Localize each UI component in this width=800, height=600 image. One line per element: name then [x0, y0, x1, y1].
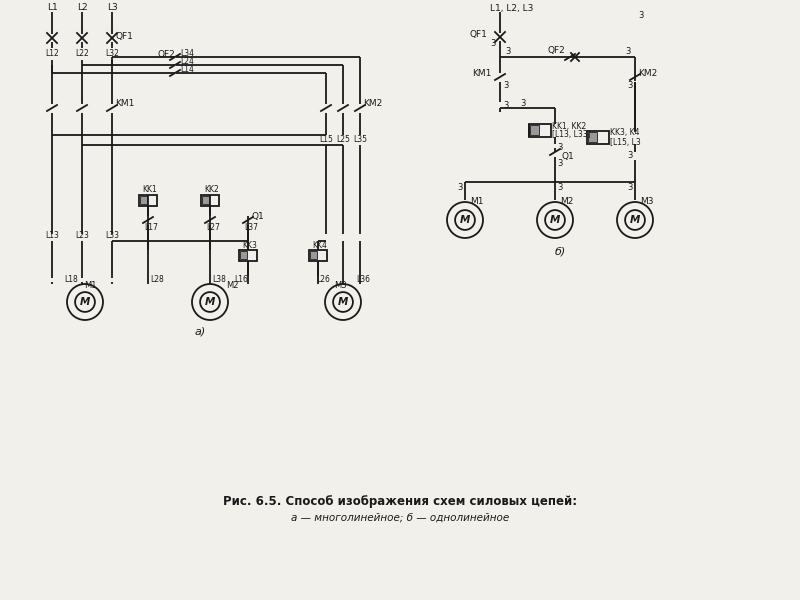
Bar — [309, 250, 327, 260]
Text: L25: L25 — [336, 134, 350, 143]
Text: 3: 3 — [627, 151, 632, 160]
Text: L36: L36 — [356, 275, 370, 284]
Text: L35: L35 — [353, 134, 367, 143]
Text: L33: L33 — [105, 232, 119, 241]
Text: [L15, L3: [L15, L3 — [610, 137, 641, 146]
Text: L13: L13 — [45, 232, 59, 241]
Bar — [530, 125, 539, 135]
Text: M: M — [80, 297, 90, 307]
Text: 3: 3 — [520, 98, 526, 107]
Bar — [529, 124, 551, 136]
Text: 3: 3 — [557, 184, 562, 193]
Text: 3: 3 — [625, 47, 630, 56]
Text: 3: 3 — [503, 101, 508, 110]
Bar — [588, 132, 597, 142]
Text: KK3, K4: KK3, K4 — [610, 128, 639, 137]
Text: 3: 3 — [627, 80, 632, 89]
Text: M3: M3 — [640, 197, 654, 206]
Text: L27: L27 — [206, 223, 220, 232]
Text: б): б) — [554, 247, 566, 257]
Text: L38: L38 — [212, 275, 226, 284]
Text: L14: L14 — [180, 64, 194, 73]
Text: M: M — [630, 215, 640, 225]
Text: M: M — [460, 215, 470, 225]
Text: QF2: QF2 — [548, 46, 566, 55]
Text: M1: M1 — [84, 281, 97, 290]
Text: Q1: Q1 — [561, 151, 574, 160]
Text: M3: M3 — [334, 281, 346, 290]
Text: 3: 3 — [505, 47, 510, 56]
Text: M: M — [550, 215, 560, 225]
Text: L24: L24 — [180, 56, 194, 65]
Bar — [202, 196, 209, 204]
Text: а — многолинейное; б — однолинейное: а — многолинейное; б — однолинейное — [291, 513, 509, 523]
Text: KM2: KM2 — [363, 100, 382, 109]
Bar — [239, 250, 257, 260]
Text: L17: L17 — [144, 223, 158, 232]
Text: L22: L22 — [75, 49, 89, 58]
Text: QF1: QF1 — [116, 31, 134, 40]
Text: L1, L2, L3: L1, L2, L3 — [490, 4, 534, 13]
Bar — [139, 194, 157, 205]
Text: L23: L23 — [75, 232, 89, 241]
Text: 3: 3 — [503, 80, 508, 89]
Text: L15: L15 — [319, 134, 333, 143]
Text: 3: 3 — [490, 38, 495, 47]
Text: Q1: Q1 — [252, 211, 265, 220]
Text: KM1: KM1 — [115, 100, 134, 109]
Text: 3: 3 — [557, 160, 562, 169]
Text: 3: 3 — [557, 142, 562, 151]
Text: 3: 3 — [638, 10, 643, 19]
Bar — [201, 194, 219, 205]
Bar — [587, 130, 609, 143]
Text: L32: L32 — [105, 49, 119, 58]
Text: KK1, KK2: KK1, KK2 — [552, 121, 586, 130]
Text: L37: L37 — [244, 223, 258, 232]
Text: 3: 3 — [627, 184, 632, 193]
Text: L26: L26 — [316, 275, 330, 284]
Text: QF1: QF1 — [470, 31, 488, 40]
Text: KM1: KM1 — [472, 68, 491, 77]
Text: 3: 3 — [457, 184, 462, 193]
Text: KK2: KK2 — [204, 185, 218, 194]
Text: M2: M2 — [560, 197, 574, 206]
Bar — [240, 251, 247, 259]
Text: L3: L3 — [106, 4, 118, 13]
Text: L16: L16 — [234, 275, 248, 284]
Text: KK4: KK4 — [312, 241, 327, 250]
Text: M2: M2 — [226, 281, 238, 290]
Text: L12: L12 — [45, 49, 59, 58]
Text: M: M — [205, 297, 215, 307]
Text: QF2: QF2 — [157, 49, 174, 58]
Text: M: M — [338, 297, 348, 307]
Text: KK1: KK1 — [142, 185, 157, 194]
Text: L1: L1 — [46, 4, 58, 13]
Text: а): а) — [194, 327, 206, 337]
Text: L28: L28 — [150, 275, 164, 284]
Text: L34: L34 — [180, 49, 194, 58]
Text: KM2: KM2 — [638, 68, 658, 77]
Text: L2: L2 — [77, 4, 87, 13]
Text: Рис. 6.5. Способ изображения схем силовых цепей:: Рис. 6.5. Способ изображения схем силовы… — [223, 496, 577, 509]
Bar — [310, 251, 317, 259]
Text: KK3: KK3 — [242, 241, 257, 250]
Text: L18: L18 — [64, 275, 78, 284]
Bar — [140, 196, 147, 204]
Text: [L13, L33]: [L13, L33] — [552, 130, 590, 139]
Text: M1: M1 — [470, 197, 483, 206]
